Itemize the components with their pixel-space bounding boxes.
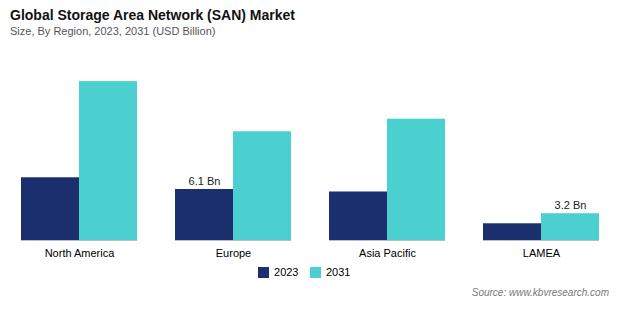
svg-text:LAMEA: LAMEA xyxy=(523,247,561,259)
html-text:2031: 2031 xyxy=(326,266,351,279)
svg-text:6.1 Bn: 6.1 Bn xyxy=(189,175,221,187)
html-text:2023: 2023 xyxy=(274,266,299,279)
html-text:Size, By Region, 2023, 2031 (U: Size, By Region, 2023, 2031 (USD Billion… xyxy=(10,25,216,37)
svg-text:Asia Pacific: Asia Pacific xyxy=(359,247,416,259)
svg-text:Europe: Europe xyxy=(216,247,251,259)
html-text:Source: www.kbvresearch.com: Source: www.kbvresearch.com xyxy=(471,287,609,298)
svg-text:3.2 Bn: 3.2 Bn xyxy=(555,199,587,211)
svg-text:North America: North America xyxy=(45,247,116,259)
html-text:Global Storage Area Network (S: Global Storage Area Network (SAN) Market xyxy=(10,7,295,23)
